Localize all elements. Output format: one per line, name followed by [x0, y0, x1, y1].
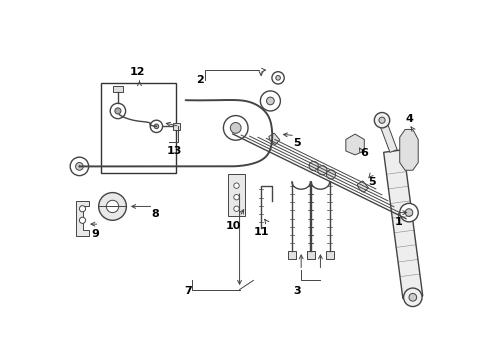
- Circle shape: [326, 170, 336, 179]
- Circle shape: [79, 206, 86, 212]
- Circle shape: [276, 76, 280, 80]
- Text: 12: 12: [130, 67, 146, 77]
- Circle shape: [234, 206, 239, 211]
- Circle shape: [379, 117, 385, 123]
- Text: 11: 11: [253, 227, 269, 237]
- Bar: [228, 174, 245, 216]
- Circle shape: [374, 112, 390, 128]
- Text: 3: 3: [294, 286, 301, 296]
- Circle shape: [404, 288, 422, 306]
- Bar: [173, 122, 179, 130]
- Circle shape: [98, 193, 126, 220]
- Circle shape: [260, 91, 280, 111]
- Polygon shape: [384, 150, 423, 298]
- Bar: [307, 251, 315, 259]
- Circle shape: [272, 72, 284, 84]
- Text: 10: 10: [226, 221, 241, 231]
- Text: 2: 2: [196, 75, 203, 85]
- Circle shape: [234, 194, 239, 200]
- Circle shape: [110, 103, 125, 119]
- Circle shape: [223, 116, 248, 140]
- Bar: [113, 86, 122, 92]
- Circle shape: [309, 161, 318, 171]
- Bar: [307, 251, 314, 259]
- Bar: [326, 251, 334, 259]
- Polygon shape: [400, 130, 418, 170]
- Circle shape: [409, 293, 416, 301]
- Text: 7: 7: [184, 286, 192, 296]
- Text: 13: 13: [167, 146, 182, 156]
- Bar: [288, 251, 296, 259]
- Circle shape: [106, 200, 119, 213]
- Circle shape: [318, 166, 327, 175]
- Text: 9: 9: [91, 229, 99, 239]
- Bar: [101, 83, 176, 172]
- Text: 5: 5: [294, 138, 301, 148]
- Circle shape: [115, 108, 121, 114]
- Polygon shape: [269, 133, 280, 144]
- Text: 5: 5: [368, 177, 376, 187]
- Circle shape: [75, 163, 83, 170]
- Circle shape: [234, 183, 239, 188]
- Polygon shape: [378, 119, 397, 152]
- Polygon shape: [76, 201, 89, 236]
- Circle shape: [267, 97, 274, 105]
- Circle shape: [70, 157, 89, 176]
- Circle shape: [79, 217, 86, 223]
- Circle shape: [405, 209, 413, 216]
- Text: 1: 1: [394, 217, 402, 227]
- Text: 4: 4: [405, 114, 413, 123]
- Text: 6: 6: [360, 148, 368, 158]
- Polygon shape: [357, 181, 368, 192]
- Circle shape: [150, 120, 163, 132]
- Circle shape: [400, 203, 418, 222]
- Circle shape: [230, 122, 241, 133]
- Polygon shape: [346, 134, 365, 155]
- Circle shape: [154, 124, 159, 129]
- Text: 8: 8: [151, 209, 159, 219]
